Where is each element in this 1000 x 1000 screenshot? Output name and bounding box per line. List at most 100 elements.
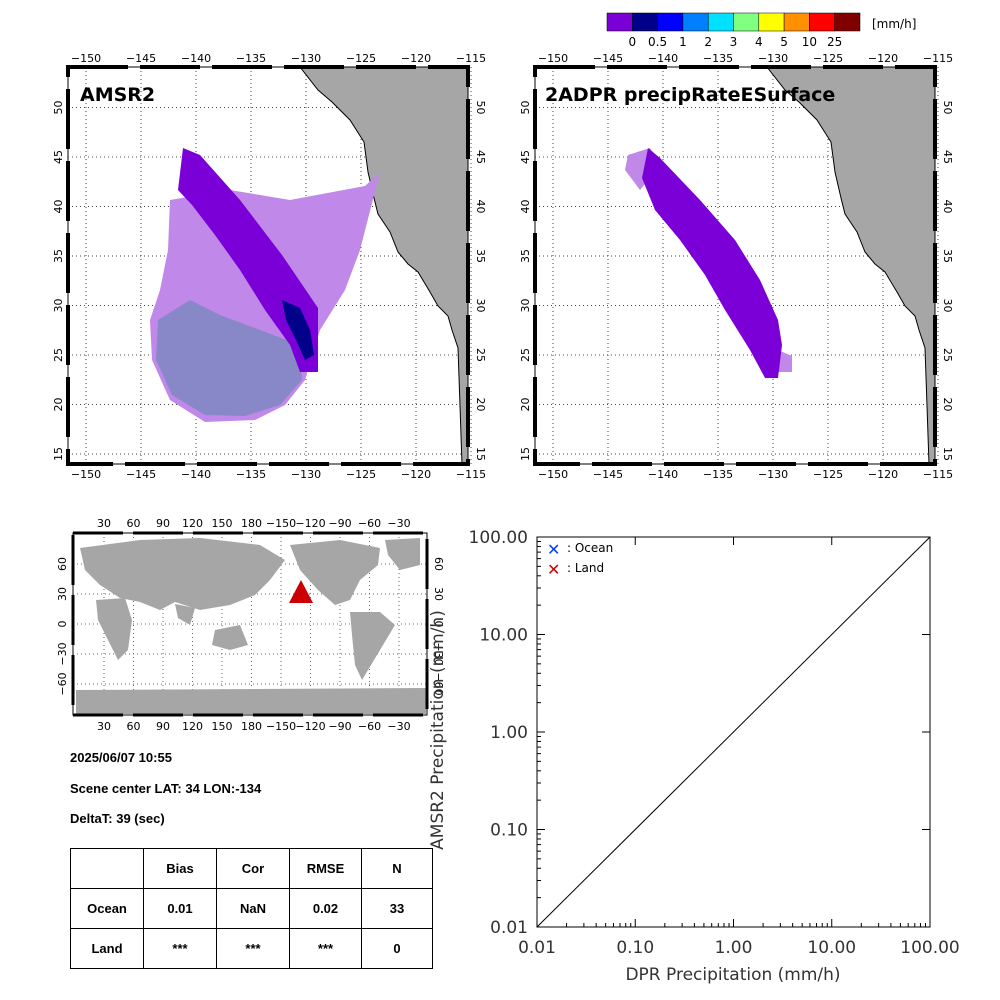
colorbar-tick-label: 10 (802, 35, 817, 49)
lon-tick-label-bottom: −150 (538, 468, 568, 481)
map-axis-ticks: −150 −150 −145 −145 −140 −140 −135 −135 −130 −130… (519, 52, 954, 481)
colorbar-swatch (758, 12, 785, 32)
stats-row-land: Land *** *** *** 0 (70, 928, 433, 969)
lat-tick-label-right: 15 (474, 447, 487, 461)
globe-lat-tick-right: 30 (432, 587, 445, 601)
stats-header-cell: Cor (216, 848, 290, 889)
globe-lon-tick-bottom: 150 (212, 720, 233, 733)
lon-tick-label-bottom: −115 (923, 468, 953, 481)
stats-cell: *** (143, 928, 217, 969)
legend-ocean-label: : Ocean (567, 541, 613, 555)
y-axis-label: AMSR2 Precipitation (mm/h) (428, 610, 448, 850)
globe-lat-tick-left: 60 (56, 557, 69, 571)
globe-lon-tick-bottom: −30 (387, 720, 410, 733)
globe-lon-tick-bottom: −120 (295, 720, 325, 733)
one-to-one-line (536, 536, 931, 928)
colorbar-unit-label: [mm/h] (872, 17, 916, 31)
lat-tick-label-right: 25 (941, 348, 954, 362)
lon-tick-label-bottom: −120 (868, 468, 898, 481)
stats-cell: Land (70, 928, 144, 969)
colorbar: 0 0.5 1 2 3 4 5 10 25 (606, 12, 861, 49)
land-mass (298, 66, 469, 465)
lat-tick-label-left: 50 (52, 101, 65, 115)
lat-tick-label-right: 20 (941, 398, 954, 412)
globe-lat-tick-left: 0 (56, 621, 69, 628)
colorbar-tick-label: 5 (780, 35, 788, 49)
colorbar-swatch (606, 12, 633, 32)
colorbar-tick-label: 25 (827, 35, 842, 49)
colorbar-tick-label: 2 (704, 35, 712, 49)
lon-tick-label-top: −125 (346, 52, 376, 65)
world-land (76, 538, 426, 714)
lat-tick-label-right: 35 (474, 249, 487, 263)
globe-lat-tick-left: 30 (56, 587, 69, 601)
colorbar-swatch (733, 12, 760, 32)
lat-tick-label-right: 15 (941, 447, 954, 461)
land-mass (765, 66, 936, 465)
scene-location-marker (289, 580, 313, 603)
lon-tick-label-bottom: −140 (181, 468, 211, 481)
left-map-title: AMSR2 (80, 84, 155, 106)
stats-row-ocean: Ocean 0.01 NaN 0.02 33 (70, 888, 433, 929)
lon-tick-label-top: −130 (291, 52, 321, 65)
globe-lat-tick-left: −30 (56, 642, 69, 665)
lat-tick-label-right: 45 (941, 150, 954, 164)
globe-lon-tick-top: −90 (328, 517, 351, 530)
stats-cell: 0.02 (289, 888, 362, 929)
lon-tick-label-bottom: −135 (236, 468, 266, 481)
lat-tick-label-right: 50 (474, 101, 487, 115)
lat-tick-label-right: 30 (941, 299, 954, 313)
lat-tick-label-left: 40 (519, 200, 532, 214)
amsr2-light-rain (156, 300, 302, 416)
lat-tick-label-left: 25 (519, 348, 532, 362)
y-tick-label: 100.00 (469, 528, 528, 548)
right-map-title: 2ADPR precipRateESurface (545, 84, 835, 106)
lat-tick-label-left: 35 (519, 249, 532, 263)
lon-tick-label-bottom: −120 (401, 468, 431, 481)
lat-tick-label-left: 45 (52, 150, 65, 164)
amsr2-dpr-swath (178, 148, 318, 372)
map-frame (533, 65, 937, 466)
lon-tick-label-bottom: −125 (346, 468, 376, 481)
globe-lon-tick-top: 120 (182, 517, 203, 530)
colorbar-swatch (682, 12, 709, 32)
lon-tick-label-bottom: −125 (813, 468, 843, 481)
stats-cell: 33 (361, 888, 433, 929)
lat-tick-label-left: 20 (52, 398, 65, 412)
lon-tick-label-bottom: −135 (703, 468, 733, 481)
colorbar-swatch (657, 12, 684, 32)
scene-datetime: 2025/06/07 10:55 (70, 750, 172, 765)
stats-cell: 0.01 (143, 888, 217, 929)
lat-tick-label-left: 50 (519, 101, 532, 115)
globe-lon-tick-top: −60 (358, 517, 381, 530)
dpr-map-panel: 2ADPR precipRateESurface −150 −150 −145 −14… (519, 52, 954, 481)
lat-tick-label-left: 25 (52, 348, 65, 362)
stats-header-row: Bias Cor RMSE N (70, 848, 433, 889)
map-frame (66, 65, 470, 466)
lon-tick-label-top: −115 (456, 52, 486, 65)
lat-tick-label-right: 45 (474, 150, 487, 164)
legend-ocean-marker: ✕ (547, 540, 560, 559)
colorbar-tick-label: 1 (679, 35, 687, 49)
lat-tick-label-left: 30 (519, 299, 532, 313)
legend-land-marker: ✕ (547, 560, 560, 579)
amsr2-map-panel: AMSR2 −150−150−145−145−140−140−135−135−1… (52, 52, 487, 481)
lon-tick-label-top: −135 (236, 52, 266, 65)
lon-tick-label-bottom: −130 (291, 468, 321, 481)
stats-cell: Ocean (70, 888, 144, 929)
lon-tick-label-bottom: −140 (648, 468, 678, 481)
lon-tick-label-top: −150 (538, 52, 568, 65)
lat-tick-label-left: 45 (519, 150, 532, 164)
stats-header-cell: N (361, 848, 433, 889)
dpr-swath (642, 148, 782, 378)
globe-lon-tick-bottom: 90 (156, 720, 170, 733)
globe-lat-tick-right: 0 (432, 621, 445, 628)
scatter-legend: ✕ : Ocean ✕ : Land (547, 540, 613, 579)
lon-tick-label-bottom: −150 (71, 468, 101, 481)
x-tick-label: 10.00 (807, 938, 856, 958)
lat-tick-label-left: 15 (519, 447, 532, 461)
colorbar-swatch (834, 12, 861, 32)
lon-tick-label-top: −115 (923, 52, 953, 65)
globe-lon-tick-top: −150 (266, 517, 296, 530)
